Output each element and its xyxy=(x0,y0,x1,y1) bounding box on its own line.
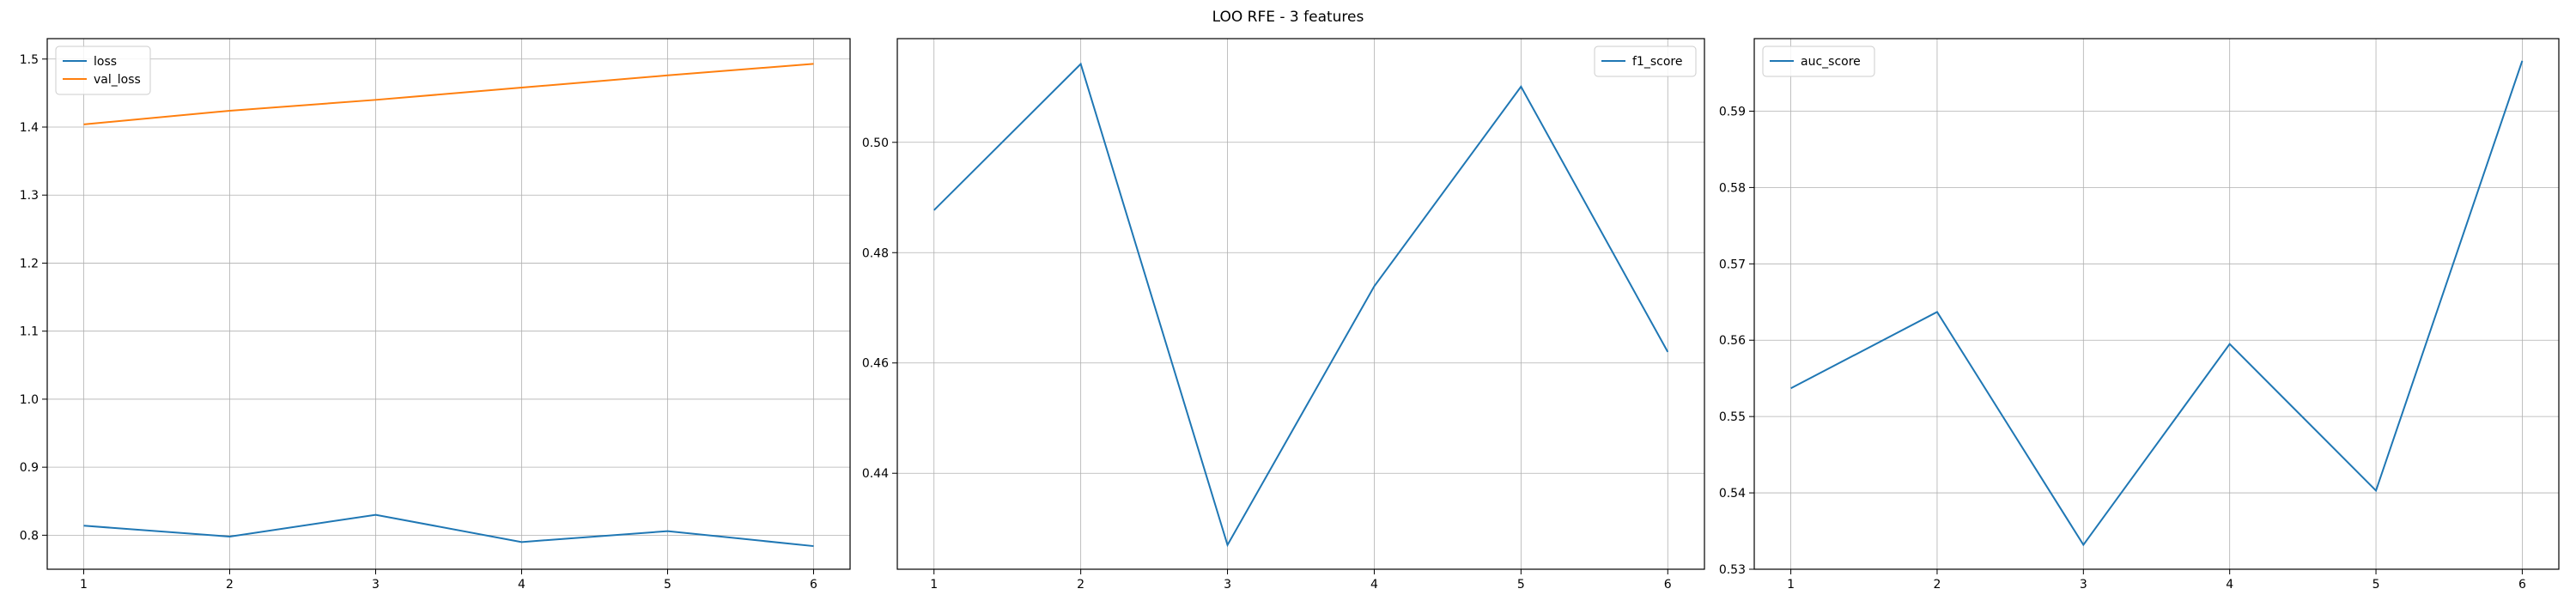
x-tick-label: 1 xyxy=(930,578,938,592)
x-tick-label: 6 xyxy=(810,578,817,592)
axes-frame xyxy=(1753,38,2560,570)
legend-box xyxy=(55,46,151,95)
y-tick-label: 0.48 xyxy=(862,246,889,260)
legend-box xyxy=(1594,46,1697,77)
x-tick-label: 4 xyxy=(2226,578,2233,592)
legend-label: auc_score xyxy=(1801,55,1861,69)
y-tick-label: 0.58 xyxy=(1719,181,1746,195)
x-tick-label: 5 xyxy=(1517,578,1525,592)
y-tick-label: 0.56 xyxy=(1719,334,1746,348)
legend: f1_score xyxy=(1594,46,1697,77)
x-tick-label: 2 xyxy=(226,578,234,592)
chart-panel-3: 1 2 3 4 5 6 0.53 0.54 0.55 0.56 0.57 0.58 0.59 auc_sc… xyxy=(1719,38,2560,592)
x-tick-label: 3 xyxy=(1224,578,1231,592)
y-tick-label: 1.2 xyxy=(20,257,39,270)
x-tick-label: 2 xyxy=(1933,578,1941,592)
legend-label: f1_score xyxy=(1632,55,1682,69)
series-line-f1_score xyxy=(933,62,1669,548)
series-line-loss xyxy=(83,513,814,548)
x-tick-label: 1 xyxy=(1787,578,1795,592)
legend-label: val_loss xyxy=(94,73,141,87)
y-tick-label: 0.59 xyxy=(1719,105,1746,118)
y-tick-label: 0.46 xyxy=(862,357,889,371)
y-tick-label: 0.57 xyxy=(1719,258,1746,271)
axes-frame xyxy=(46,38,851,570)
y-tick-label: 1.3 xyxy=(20,189,39,203)
x-tick-label: 1 xyxy=(80,578,88,592)
y-tick-label: 0.54 xyxy=(1719,487,1746,501)
y-tick-label: 1.1 xyxy=(20,325,39,339)
x-tick-label: 3 xyxy=(2080,578,2087,592)
x-tick-label: 2 xyxy=(1077,578,1084,592)
axes-frame xyxy=(896,38,1705,570)
x-tick-label: 4 xyxy=(1370,578,1378,592)
y-tick-label: 0.50 xyxy=(862,137,889,150)
chart-panel-1: 1 2 3 4 5 6 0.8 0.9 1.0 1.1 1.2 1.3 1.4 1.5 loss val_lo… xyxy=(20,38,851,592)
chart-panel-2: 1 2 3 4 5 6 0.44 0.46 0.48 0.50 f1_score xyxy=(862,38,1705,592)
y-tick-label: 0.44 xyxy=(862,467,889,481)
x-tick-label: 3 xyxy=(372,578,380,592)
x-tick-label: 4 xyxy=(518,578,526,592)
y-tick-label: 1.4 xyxy=(20,121,39,135)
legend: loss val_loss xyxy=(55,46,151,95)
legend: auc_score xyxy=(1762,46,1875,77)
series-line-val_loss xyxy=(83,63,814,125)
series-line-auc_score xyxy=(1790,60,2524,547)
legend-box xyxy=(1762,46,1875,77)
figure-title: LOO RFE - 3 features xyxy=(1212,9,1364,26)
y-tick-label: 0.55 xyxy=(1719,410,1746,424)
x-tick-label: 6 xyxy=(1664,578,1672,592)
x-tick-label: 5 xyxy=(664,578,671,592)
x-tick-label: 6 xyxy=(2518,578,2526,592)
y-tick-label: 1.0 xyxy=(20,393,39,407)
legend-label: loss xyxy=(94,55,117,69)
y-tick-label: 0.9 xyxy=(20,461,39,475)
y-tick-label: 0.8 xyxy=(20,529,39,543)
x-tick-label: 5 xyxy=(2372,578,2380,592)
y-tick-label: 1.5 xyxy=(20,53,39,67)
y-tick-label: 0.53 xyxy=(1719,563,1746,577)
